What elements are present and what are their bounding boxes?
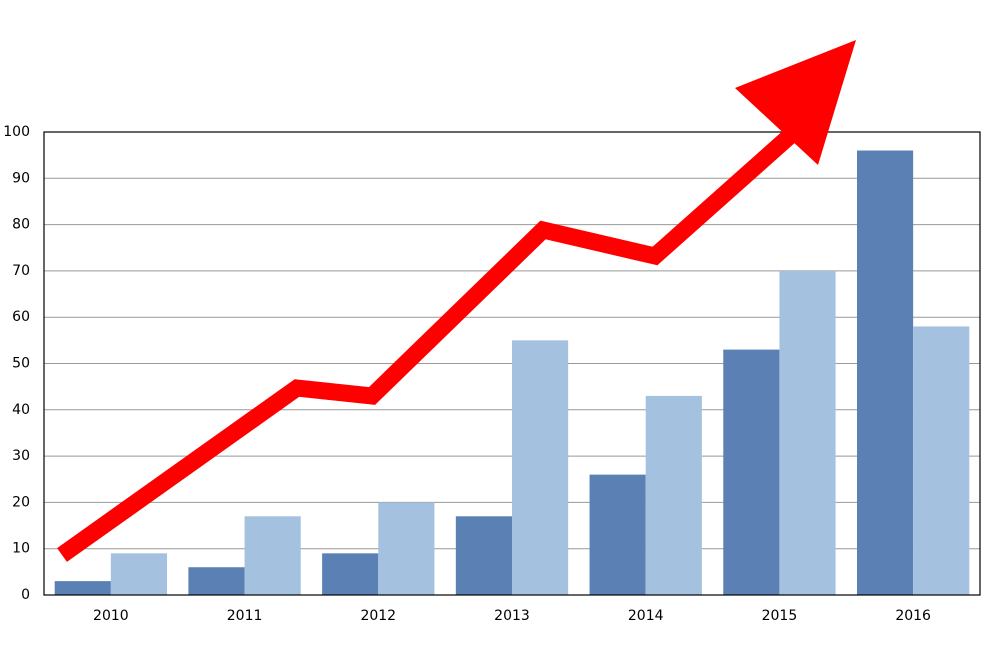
bar	[512, 340, 569, 595]
y-tick-label: 10	[12, 541, 30, 557]
bar	[110, 553, 168, 595]
bar	[645, 395, 702, 595]
bar	[322, 553, 379, 595]
bar	[779, 270, 836, 595]
arrow-head	[735, 40, 856, 165]
y-tick-label: 90	[12, 170, 30, 186]
x-tick-label: 2011	[227, 608, 263, 624]
x-tick-label: 2012	[360, 608, 396, 624]
x-tick-label: 2016	[895, 608, 931, 624]
x-tick-label: 2014	[628, 608, 664, 624]
bar	[913, 326, 970, 595]
y-tick-label: 40	[12, 402, 30, 418]
x-tick-label: 2013	[494, 608, 530, 624]
x-tick-label: 2010	[93, 608, 129, 624]
y-tick-label: 0	[21, 587, 30, 603]
y-tick-label: 30	[12, 448, 30, 464]
plot-frame	[43, 131, 981, 596]
y-tick-label: 70	[12, 263, 30, 279]
bar	[54, 581, 111, 595]
y-tick-label: 80	[12, 217, 30, 233]
bar	[244, 516, 301, 595]
bar	[589, 474, 646, 595]
bar	[188, 567, 245, 595]
bars	[54, 150, 970, 595]
bar	[856, 150, 914, 595]
x-tick-label: 2015	[762, 608, 798, 624]
y-tick-label: 100	[3, 124, 30, 140]
y-tick-label: 20	[12, 494, 30, 510]
trend-line	[57, 111, 816, 562]
bar	[378, 502, 435, 595]
y-tick-label: 50	[12, 356, 30, 372]
bar	[455, 516, 512, 595]
trend-arrow	[57, 40, 856, 562]
bar	[723, 349, 780, 595]
y-tick-label: 60	[12, 309, 30, 325]
